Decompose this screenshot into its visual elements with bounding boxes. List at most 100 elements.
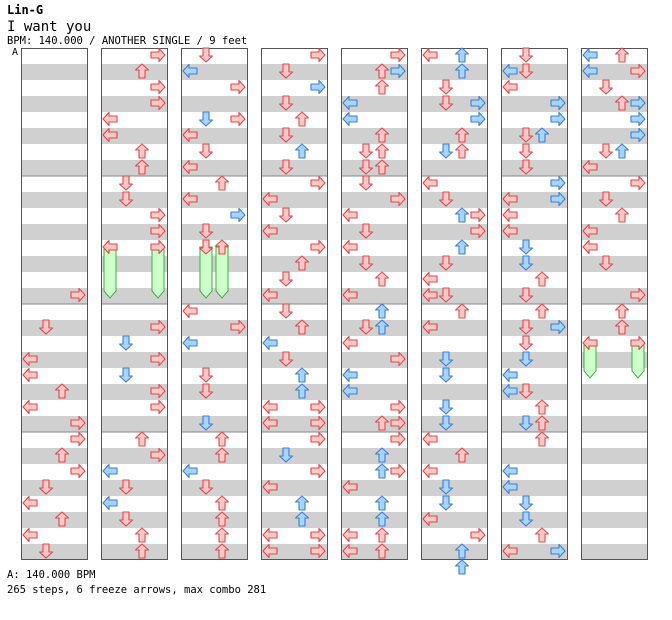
beat-stripe [261,64,328,80]
beat-stripe [101,192,168,208]
beat-stripe [261,480,328,496]
beat-stripe [21,256,88,272]
beat-stripe [101,480,168,496]
beat-stripe [21,544,88,560]
beat-stripe [21,64,88,80]
beat-stripe [181,512,248,528]
beat-stripe [101,64,168,80]
beat-stripe [581,224,648,240]
beat-stripe [21,224,88,240]
freeze-arrow [199,246,213,299]
beat-stripe [421,192,488,208]
beat-stripe [581,512,648,528]
beat-stripe [21,192,88,208]
beat-stripe [181,384,248,400]
column-border [421,48,488,560]
beat-stripe [21,448,88,464]
beat-stripe [581,448,648,464]
beat-stripe [261,256,328,272]
beat-stripe [501,448,568,464]
beat-stripe [181,64,248,80]
beat-stripe [101,160,168,176]
beat-stripe [261,224,328,240]
column-border [181,48,248,560]
freeze-arrow [631,342,645,379]
column-border [581,48,648,560]
beat-stripe [101,288,168,304]
beat-stripe [501,224,568,240]
beat-stripe [181,352,248,368]
beat-stripe [261,320,328,336]
beat-stripe [581,480,648,496]
beat-stripe [581,352,648,368]
freeze-arrow [215,246,229,299]
freeze-arrow [151,246,165,299]
beat-stripe [261,352,328,368]
beat-stripe [421,384,488,400]
column-border [101,48,168,560]
beat-stripe [421,128,488,144]
beat-stripe [421,480,488,496]
beat-stripe [181,224,248,240]
beat-stripe [21,512,88,528]
beat-stripe [181,544,248,560]
beat-stripe [341,160,408,176]
freeze-arrow [583,342,597,379]
beat-stripe [181,288,248,304]
beat-stripe [421,320,488,336]
song-title: I want you [7,19,92,35]
artist-name: Lin-G [7,3,44,17]
beat-stripe [341,288,408,304]
beat-stripe [261,192,328,208]
beat-stripe [581,160,648,176]
beat-stripe [421,352,488,368]
beat-stripe [261,128,328,144]
beat-stripe [261,512,328,528]
beat-stripe [181,416,248,432]
beat-stripe [341,320,408,336]
beat-stripe [181,192,248,208]
column-border [261,48,328,560]
beat-stripe [21,96,88,112]
beat-stripe [581,416,648,432]
freeze-arrow [103,246,117,299]
column-border [21,48,88,560]
chart-info: BPM: 140.000 / ANOTHER SINGLE / 9 feet [7,35,248,47]
beat-stripe [501,128,568,144]
beat-stripe [421,448,488,464]
beat-stripe [501,384,568,400]
beat-stripe [421,512,488,528]
beat-stripe [341,224,408,240]
column-border [501,48,568,560]
beat-stripe [581,384,648,400]
beat-stripe [501,416,568,432]
beat-stripe [261,384,328,400]
beat-stripe [101,512,168,528]
beat-stripe [341,480,408,496]
chart-stats: 265 steps, 6 freeze arrows, max combo 28… [7,584,267,596]
beat-stripe [261,288,328,304]
beat-stripe [341,448,408,464]
beat-stripe [341,512,408,528]
beat-stripe [501,480,568,496]
beat-stripe [261,96,328,112]
beat-stripe [181,128,248,144]
beat-stripe [101,416,168,432]
beat-stripe [501,160,568,176]
beat-stripe [181,256,248,272]
beat-stripe [341,384,408,400]
beat-stripe [581,320,648,336]
beat-stripe [181,96,248,112]
beat-stripe [501,64,568,80]
beat-stripe [421,256,488,272]
beat-stripe [21,320,88,336]
beat-stripe [581,192,648,208]
beat-stripe [501,352,568,368]
beat-stripe [181,480,248,496]
column-border [341,48,408,560]
beat-stripe [21,352,88,368]
beat-stripe [421,544,488,560]
beat-stripe [581,544,648,560]
beat-stripe [501,288,568,304]
bpm-legend: A: 140.000 BPM [7,569,96,581]
